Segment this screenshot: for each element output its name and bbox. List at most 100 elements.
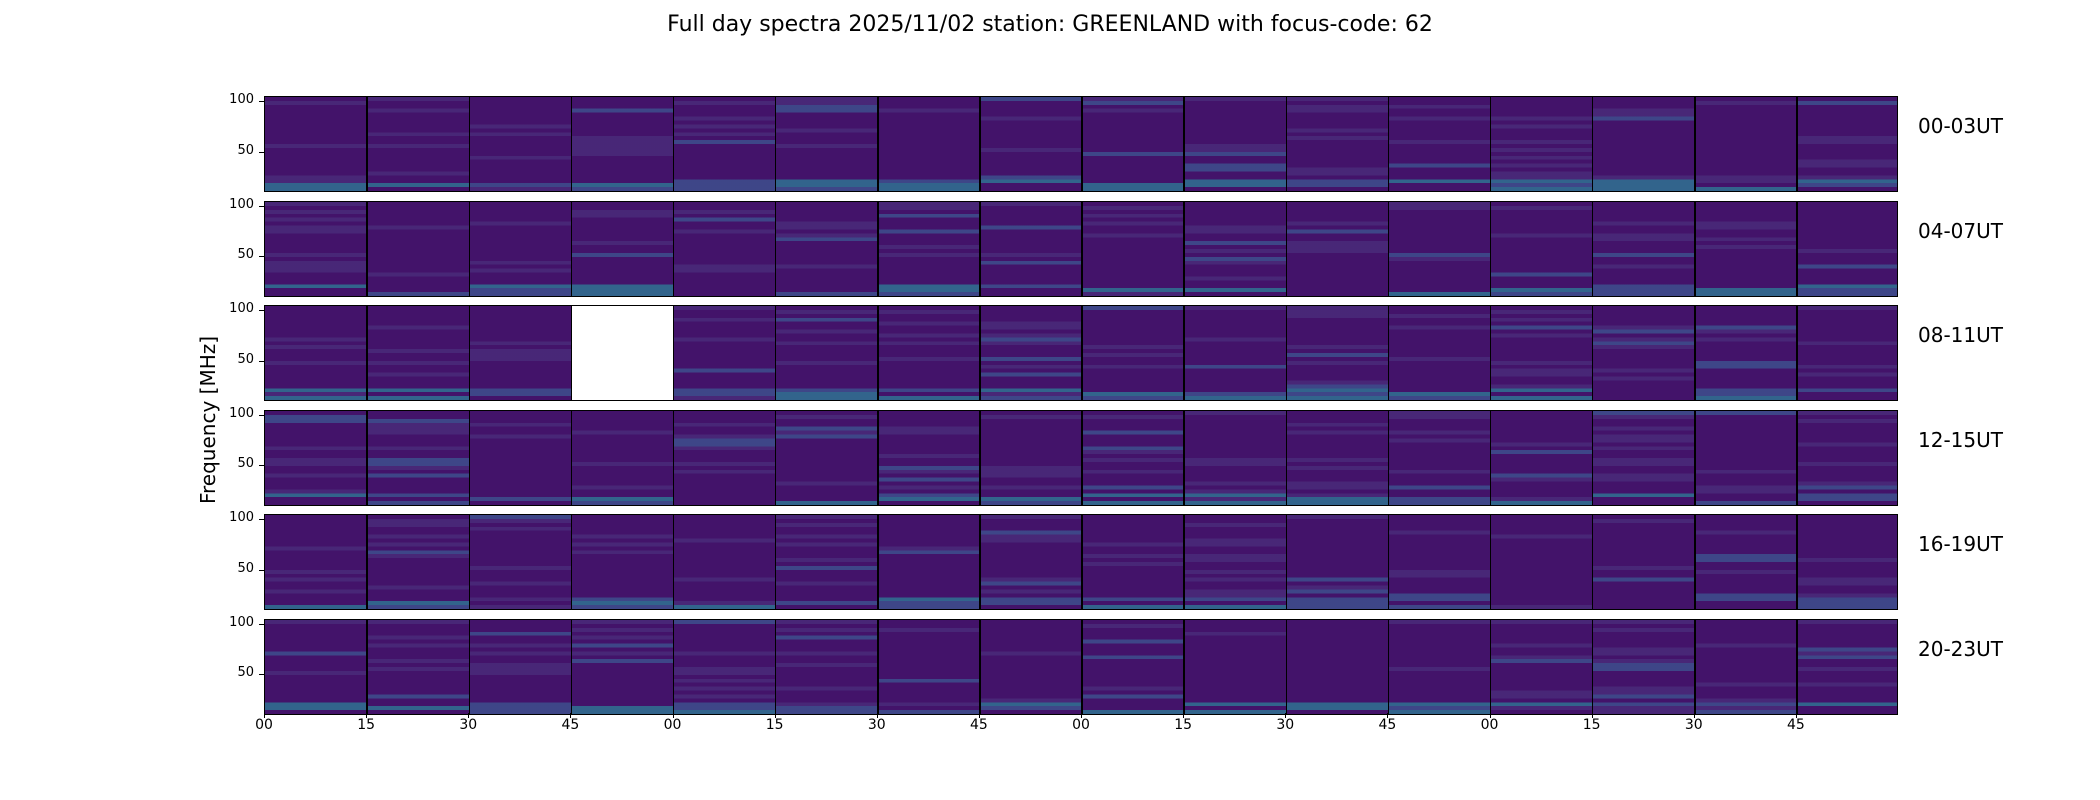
spectrum-panel	[469, 97, 572, 191]
y-tick-mark	[259, 569, 264, 571]
panel-separator	[1694, 515, 1696, 609]
spectrum-panel	[1388, 515, 1491, 609]
spectrum-panel	[367, 410, 470, 505]
row-time-label: 04-07UT	[1918, 218, 2003, 243]
chart-title: Full day spectra 2025/11/02 station: GRE…	[667, 12, 1433, 37]
y-tick-mark	[259, 101, 264, 103]
panel-separator	[366, 619, 368, 714]
panel-separator	[1387, 619, 1390, 714]
x-tick-mark	[1693, 713, 1695, 718]
panel-separator	[1796, 306, 1798, 400]
spectrum-panel	[1592, 410, 1695, 505]
spectrum-panel	[265, 619, 368, 714]
x-tick-label: 15	[357, 717, 376, 733]
spectrum-panel	[1286, 410, 1389, 505]
x-tick-mark	[1591, 713, 1593, 718]
panel-separator	[1387, 410, 1390, 505]
panel-separator	[1183, 619, 1185, 714]
spectrum-panel	[1286, 619, 1389, 714]
spectrum-panel	[571, 410, 674, 505]
spectrum-panel	[265, 97, 368, 191]
y-tick-mark	[259, 256, 264, 258]
panel-separator	[1183, 97, 1185, 191]
spectra-row	[264, 305, 1898, 401]
spectrum-panel	[1694, 515, 1797, 609]
spectrum-panel	[673, 201, 776, 296]
panel-separator	[570, 619, 573, 714]
panel-separator	[979, 515, 981, 609]
y-tick-mark	[259, 414, 264, 416]
spectrum-panel	[979, 306, 1082, 400]
spectrum-panel	[979, 410, 1082, 505]
panel-separator	[570, 515, 573, 609]
panel-separator	[468, 201, 470, 296]
spectrum-panel	[979, 515, 1082, 609]
x-tick-mark	[570, 713, 572, 718]
spectrum-panel	[1184, 97, 1287, 191]
panel-separator	[570, 410, 573, 505]
x-tick-mark	[468, 713, 470, 718]
spectrum-panel	[469, 619, 572, 714]
panel-separator	[1591, 515, 1594, 609]
spectrum-panel	[1388, 97, 1491, 191]
spectrum-panel	[1388, 201, 1491, 296]
y-tick-mark	[259, 623, 264, 625]
spectrum-panel	[877, 306, 980, 400]
panel-separator	[1694, 410, 1696, 505]
y-tick-label: 50	[237, 560, 254, 576]
x-tick-label: 00	[1072, 717, 1090, 733]
spectrum-panel	[673, 306, 776, 400]
panel-separator	[672, 201, 675, 296]
y-tick-mark	[259, 360, 264, 362]
spectrum-panel	[673, 97, 776, 191]
panel-separator	[1489, 97, 1492, 191]
x-tick-mark	[1183, 713, 1185, 718]
panel-separator	[1387, 97, 1390, 191]
panel-separator	[979, 201, 981, 296]
spectrum-panel	[1694, 410, 1797, 505]
panel-separator	[1591, 97, 1594, 191]
spectrum-panel	[1490, 97, 1593, 191]
spectrum-panel	[469, 201, 572, 296]
panel-separator	[1591, 410, 1594, 505]
spectrum-panel	[469, 410, 572, 505]
panel-separator	[877, 515, 879, 609]
panel-separator	[1183, 201, 1185, 296]
x-tick-label: 30	[1684, 717, 1703, 733]
panel-separator	[672, 619, 675, 714]
spectrum-panel	[1082, 619, 1185, 714]
row-time-label: 00-03UT	[1918, 114, 2003, 138]
spectrum-panel	[367, 306, 470, 400]
panel-separator	[366, 515, 368, 609]
panel-separator	[1183, 515, 1185, 609]
spectrum-panel	[775, 619, 878, 714]
spectrum-panel	[265, 201, 368, 296]
spectrum-panel	[877, 410, 980, 505]
spectra-row	[264, 96, 1898, 192]
spectrum-panel	[1082, 515, 1185, 609]
panel-separator	[1183, 306, 1185, 400]
panel-separator	[979, 97, 981, 191]
spectrum-panel	[673, 410, 776, 505]
x-tick-label: 00	[1480, 717, 1499, 733]
spectrum-panel	[469, 306, 572, 400]
panel-separator	[1796, 619, 1798, 714]
spectrum-panel	[1184, 201, 1287, 296]
spectrum-panel	[1082, 306, 1185, 400]
spectrum-panel	[1082, 410, 1185, 505]
panel-separator	[1081, 410, 1083, 505]
spectrum-panel	[1490, 306, 1593, 400]
x-tick-label: 15	[1582, 717, 1601, 733]
y-tick-label: 50	[237, 665, 254, 681]
y-tick-label: 100	[229, 92, 254, 108]
panel-separator	[672, 410, 675, 505]
panel-separator	[1796, 97, 1798, 191]
panel-separator	[877, 97, 879, 191]
panel-separator	[1489, 201, 1492, 296]
panel-separator	[1285, 515, 1287, 609]
panel-separator	[468, 306, 470, 400]
spectrum-panel	[1184, 515, 1287, 609]
spectra-row	[264, 618, 1898, 715]
y-tick-label: 50	[237, 456, 254, 472]
spectrum-panel	[571, 97, 674, 191]
